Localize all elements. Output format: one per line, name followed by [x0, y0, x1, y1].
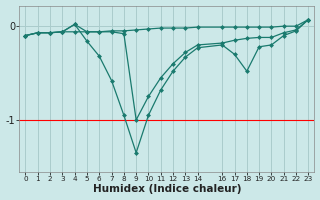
X-axis label: Humidex (Indice chaleur): Humidex (Indice chaleur) [93, 184, 241, 194]
